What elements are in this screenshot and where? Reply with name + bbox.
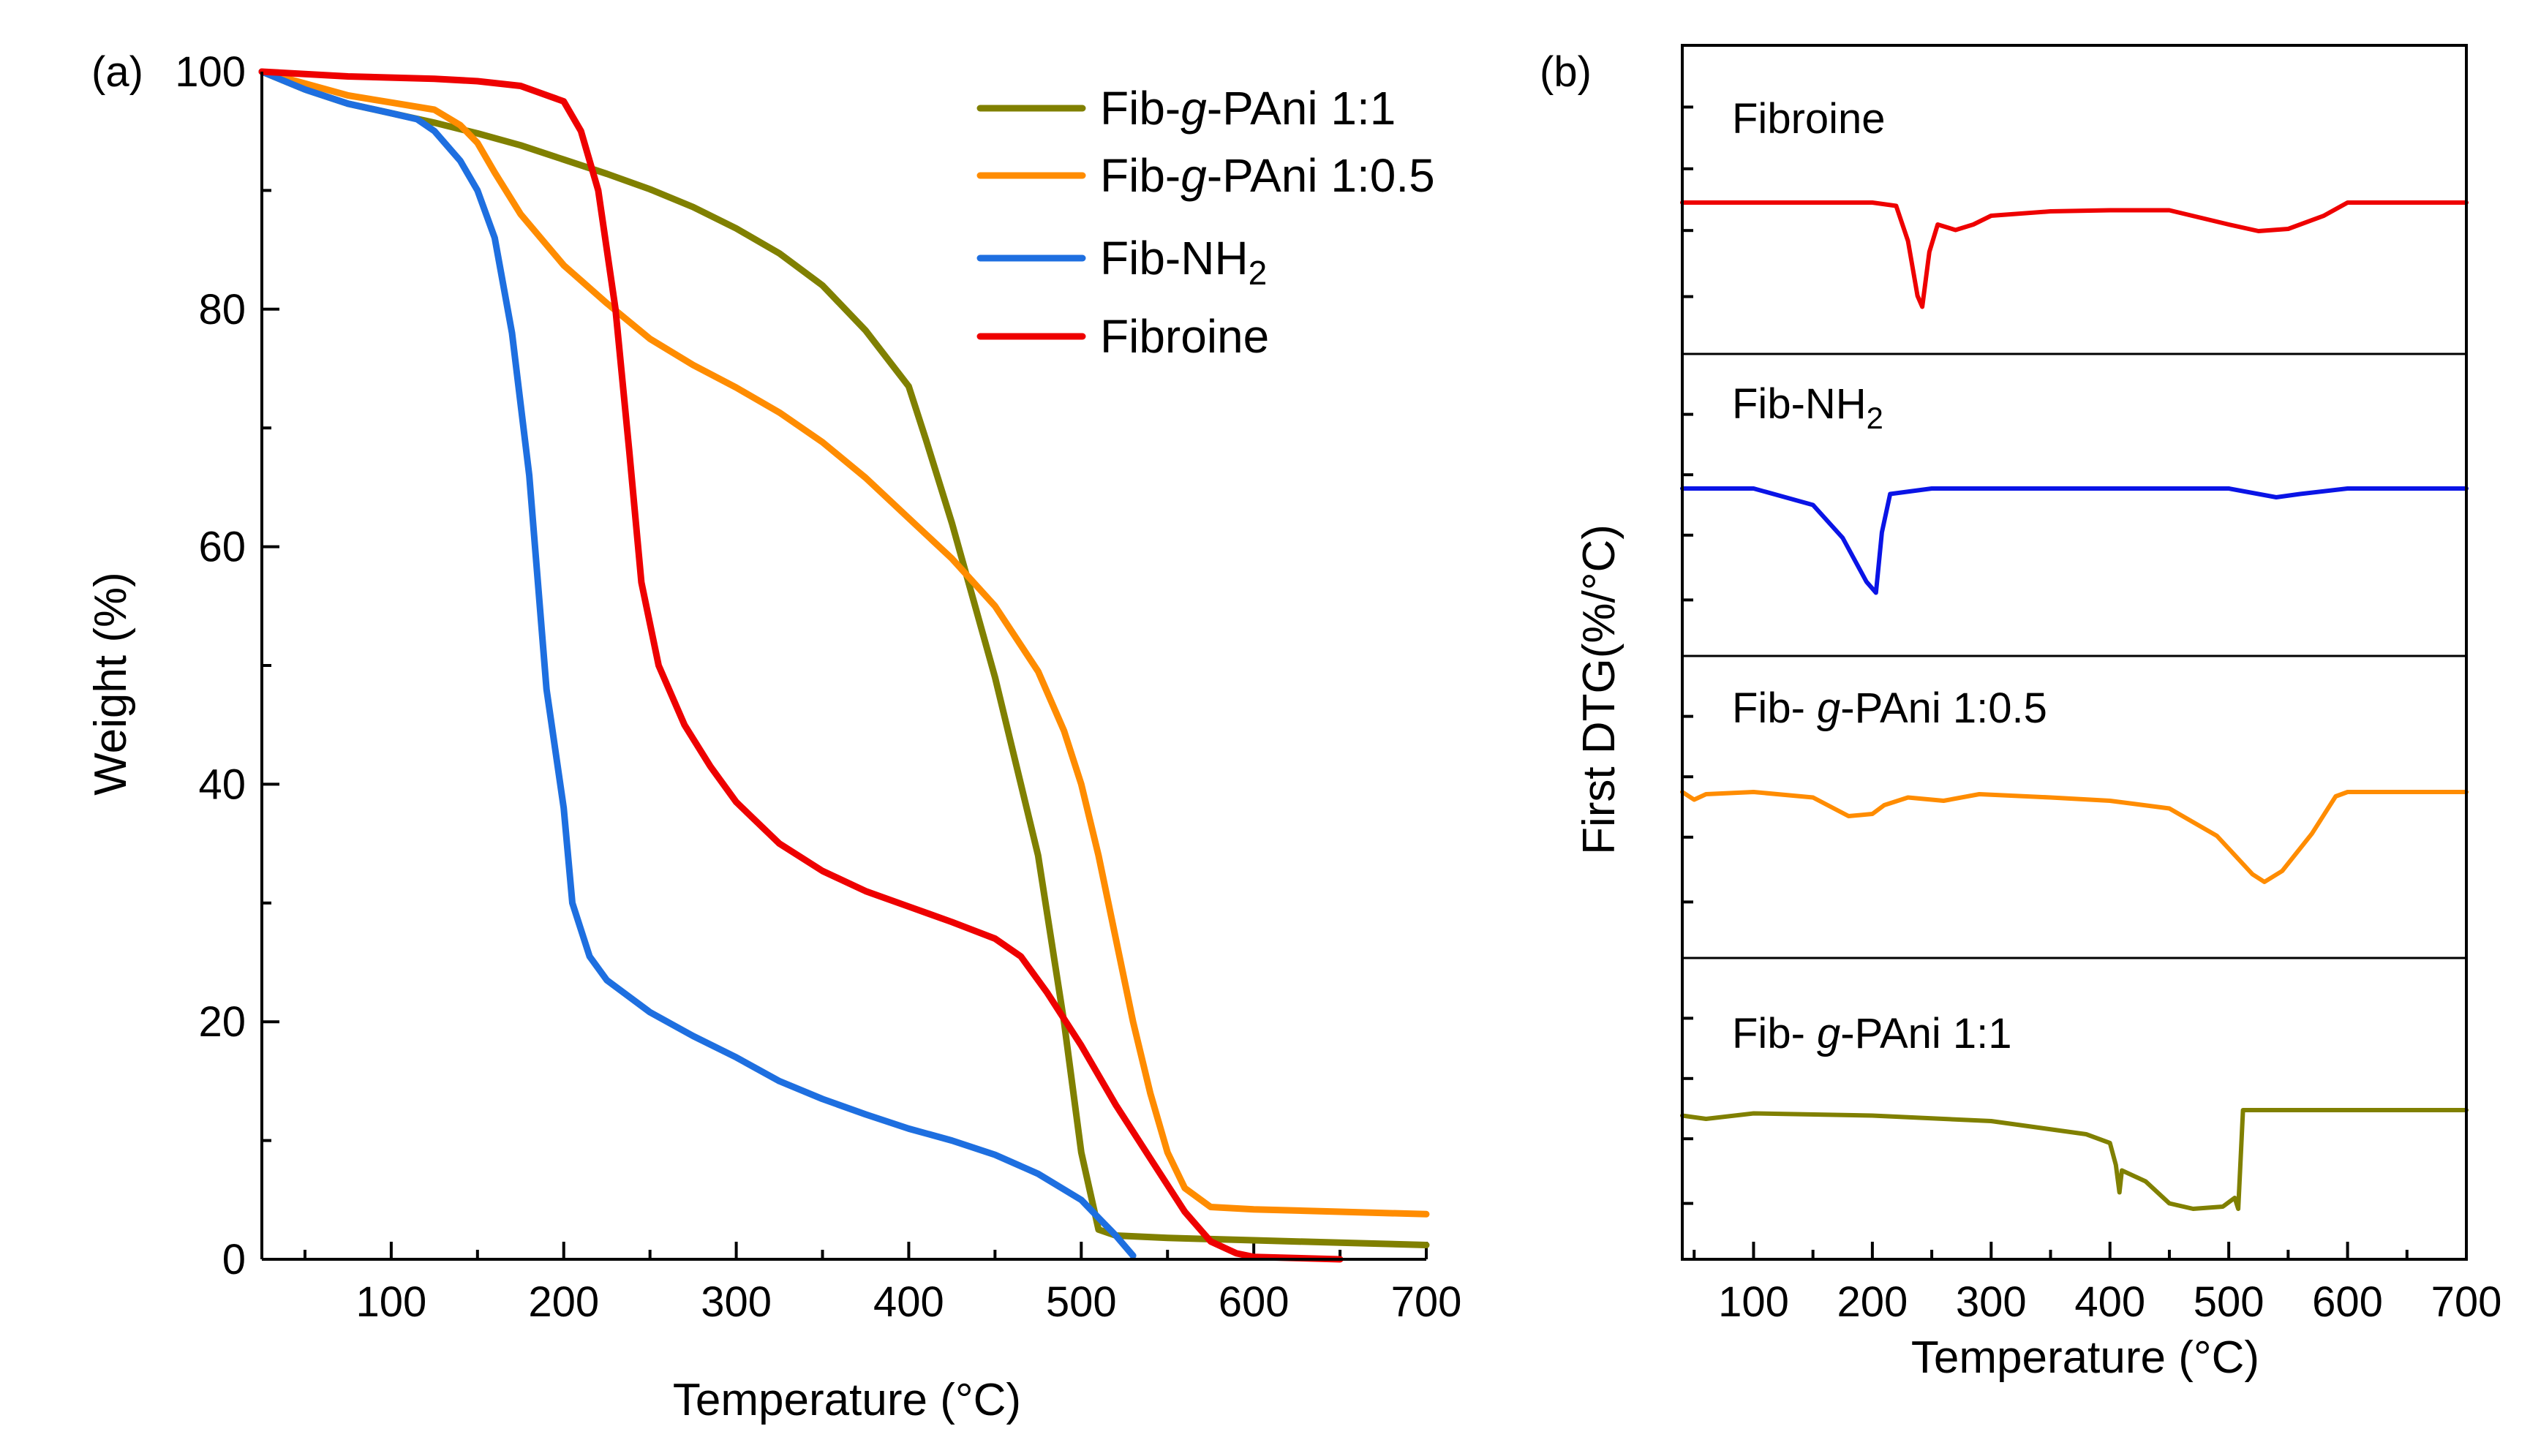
panel-b-series-label-fib-g-pani-1-1: Fib- g-PAni 1:1 <box>1732 1010 2012 1057</box>
panel-a-x-tick-label-200: 200 <box>528 1278 599 1326</box>
panel-b-series-label-fibroine-part-0: Fibroine <box>1732 95 1886 143</box>
legend-label-fibroine: Fibroine <box>1100 310 1269 363</box>
panel-a-plot-area: 100 200 300 400 500 600 700 0 20 40 60 80 100 <box>175 48 1461 1326</box>
legend-item-fib-nh2: Fib-NH2 <box>976 232 1267 292</box>
panel-a-x-tick-label-700: 700 <box>1391 1278 1462 1326</box>
legend-item-fib-g-pani-1-0-5: Fib-g-PAni 1:0.5 <box>976 149 1435 202</box>
panel-b-x-tick-label-600: 600 <box>2312 1278 2383 1326</box>
panel-b-x-tick-label-100: 100 <box>1718 1278 1789 1326</box>
panel-a-series-line-fib-g-pani-1-1 <box>258 68 1430 1248</box>
panel-b-series-label-fib-g-pani-1-0-5-part-1: g <box>1817 684 1840 732</box>
panel-b-x-tick-label-700: 700 <box>2431 1278 2502 1326</box>
panel-b-x-tick-label-200: 200 <box>1837 1278 1908 1326</box>
panel-b-series-line-fibroine <box>1680 200 2469 309</box>
panel-b-y-axis-title: First DTG(%/°C) <box>1574 524 1624 855</box>
panel-b-series-label-fib-g-pani-1-0-5: Fib- g-PAni 1:0.5 <box>1732 684 2047 732</box>
panel-a-y-tick-label-0: 0 <box>222 1236 246 1283</box>
panel-a-series-line-fibroine <box>258 68 1344 1263</box>
panel-b-series-line-fib-g-pani-1-1 <box>1680 1108 2469 1211</box>
panel-b-x-tick-label-300: 300 <box>1956 1278 2027 1326</box>
panel-a-series-line-fib-g-pani-1-0-5 <box>258 68 1430 1218</box>
legend-label-fib-g-pani-1-0-5: Fib-g-PAni 1:0.5 <box>1100 149 1435 202</box>
panel-a-y-tick-label-40: 40 <box>198 761 246 808</box>
panel-b-ticks: 100 200 300 400 500 600 700 <box>1682 105 2502 1326</box>
panel-a-ticks: 100 200 300 400 500 600 700 0 20 40 60 80 100 <box>175 48 1461 1326</box>
panel-b-series-label-fib-g-pani-1-1-part-2: -PAni 1:1 <box>1840 1010 2011 1057</box>
legend-label-fib-g-pani-1-1-part-1: g <box>1181 82 1207 135</box>
panel-b-series-label-fib-g-pani-1-0-5-part-0: Fib- <box>1732 684 1817 732</box>
panel-a-tga: (a) 100 200 300 400 500 600 700 0 20 40 60 80 100 Te… <box>86 48 1461 1425</box>
legend-label-fib-nh2-part-1: 2 <box>1249 254 1268 292</box>
panel-b-series-line-fib-g-pani-1-0-5 <box>1680 790 2469 884</box>
legend-label-fib-g-pani-1-1-part-2: -PAni 1:1 <box>1207 82 1396 135</box>
panel-b-series-label-fibroine: Fibroine <box>1732 95 1886 143</box>
panel-b-axes <box>1681 44 2468 1261</box>
panel-a-x-axis-title: Temperature (°C) <box>673 1375 1021 1425</box>
panel-a-x-tick-label-400: 400 <box>873 1278 944 1326</box>
legend-label-fib-g-pani-1-1: Fib-g-PAni 1:1 <box>1100 82 1396 135</box>
panel-a-series-line-fib-nh2 <box>258 68 1137 1259</box>
panel-b-series-label-fib-nh2-part-0: Fib-NH <box>1732 380 1867 428</box>
panel-b-x-axis-title: Temperature (°C) <box>1911 1332 2259 1383</box>
panel-a-y-tick-label-60: 60 <box>198 524 246 571</box>
panel-a-y-tick-label-100: 100 <box>175 48 246 96</box>
legend-label-fib-g-pani-1-0-5-part-0: Fib- <box>1100 149 1181 202</box>
panel-a-y-tick-label-80: 80 <box>198 286 246 333</box>
panel-a-y-axis-title: Weight (%) <box>86 572 136 796</box>
panel-b-series-label-fib-g-pani-1-1-part-1: g <box>1817 1010 1840 1057</box>
panel-b-series-label-fib-g-pani-1-1-part-0: Fib- <box>1732 1010 1817 1057</box>
legend-label-fib-g-pani-1-0-5-part-1: g <box>1181 149 1207 202</box>
panel-b-frame <box>1681 44 2468 1261</box>
legend-item-fib-g-pani-1-1: Fib-g-PAni 1:1 <box>976 82 1396 135</box>
panel-a-y-tick-label-20: 20 <box>198 998 246 1046</box>
legend-label-fib-g-pani-1-0-5-part-2: -PAni 1:0.5 <box>1207 149 1435 202</box>
legend-label-fib-nh2-part-0: Fib-NH <box>1100 232 1249 284</box>
legend-label-fibroine-part-0: Fibroine <box>1100 310 1269 363</box>
panel-b-label: (b) <box>1540 48 1592 96</box>
panel-b-series-line-fib-nh2 <box>1680 486 2469 595</box>
panel-b-series-label-fib-nh2-part-1: 2 <box>1867 401 1883 435</box>
panel-a-x-tick-label-100: 100 <box>355 1278 426 1326</box>
panel-a-series-layer <box>258 68 1430 1263</box>
legend-label-fib-nh2: Fib-NH2 <box>1100 232 1267 292</box>
panel-a-axes <box>260 72 1426 1261</box>
legend-item-fibroine: Fibroine <box>976 310 1269 363</box>
panel-a-x-tick-label-300: 300 <box>701 1278 772 1326</box>
panel-b-series-layer <box>1680 200 2469 1211</box>
panel-a-x-tick-label-500: 500 <box>1046 1278 1117 1326</box>
panel-b-series-label-fib-g-pani-1-0-5-part-2: -PAni 1:0.5 <box>1840 684 2047 732</box>
panel-b-series-label-fib-nh2: Fib-NH2 <box>1732 380 1883 435</box>
panel-a-x-tick-label-600: 600 <box>1219 1278 1290 1326</box>
panel-b-x-tick-label-400: 400 <box>2074 1278 2145 1326</box>
panel-b-x-tick-label-500: 500 <box>2194 1278 2264 1326</box>
legend-label-fib-g-pani-1-1-part-0: Fib- <box>1100 82 1181 135</box>
panel-a-label: (a) <box>91 48 143 96</box>
